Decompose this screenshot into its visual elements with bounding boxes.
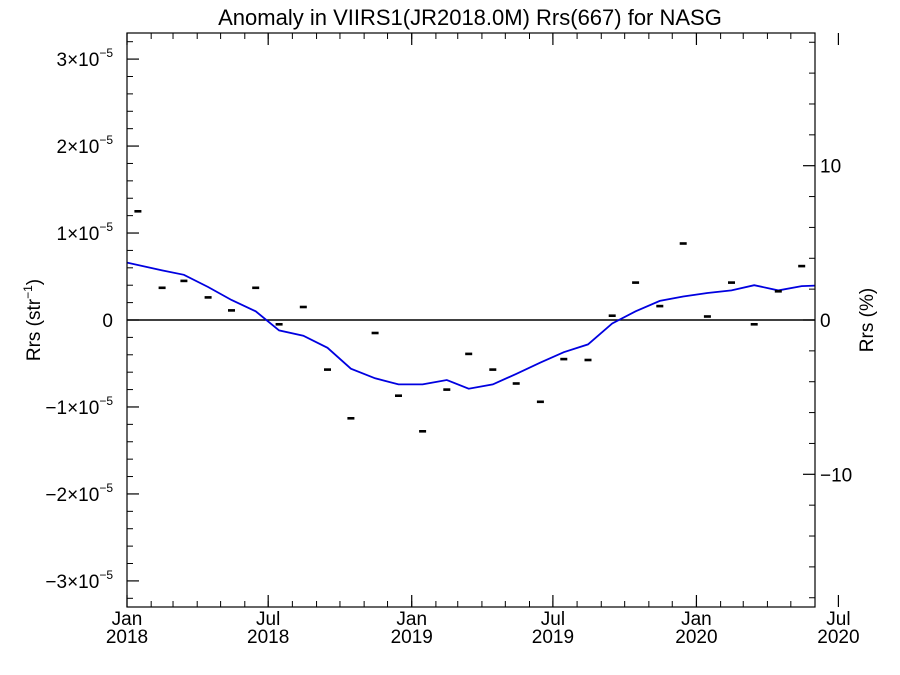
left-tick-mantissa: 1×10	[57, 224, 100, 245]
left-axis-label-sup: −1	[21, 285, 35, 299]
data-point	[703, 315, 711, 318]
left-tick-mantissa: −1×10	[45, 398, 99, 419]
data-point	[347, 417, 355, 420]
left-tick-exponent: −5	[99, 220, 113, 234]
data-point	[560, 357, 568, 361]
data-point	[608, 314, 616, 317]
left-tick-label: 1×10−5	[57, 220, 114, 245]
data-point	[679, 242, 687, 245]
left-tick-exponent: −5	[99, 133, 113, 147]
x-tick-year: 2020	[817, 627, 859, 648]
x-tick-month: Jul	[541, 609, 565, 630]
left-tick-label: 0	[102, 311, 113, 332]
data-point	[465, 352, 473, 356]
left-tick-label: 2×10−5	[57, 133, 114, 158]
data-point	[728, 281, 735, 284]
data-point	[774, 290, 782, 293]
data-point	[584, 358, 592, 362]
plot-content	[127, 210, 900, 433]
data-point	[204, 296, 212, 299]
data-point	[632, 281, 640, 284]
chart-title: Anomaly in VIIRS1(JR2018.0M) Rrs(667) fo…	[218, 5, 722, 30]
left-tick-exponent: −5	[99, 46, 113, 60]
left-axis-label: Rrs (str−1)	[21, 279, 45, 361]
data-point	[180, 279, 188, 283]
data-point	[228, 309, 235, 312]
data-point	[275, 323, 283, 326]
data-point	[489, 368, 497, 371]
left-tick-exponent: −5	[99, 394, 113, 408]
data-point	[894, 274, 900, 277]
x-tick-year: 2020	[675, 627, 717, 648]
x-tick-year: 2019	[391, 627, 433, 648]
plot-area	[127, 210, 900, 433]
data-point	[822, 267, 829, 270]
x-tick-month: Jul	[256, 609, 280, 630]
left-tick-mantissa: −3×10	[45, 572, 99, 593]
data-point	[536, 400, 544, 404]
data-point	[371, 331, 379, 335]
left-axis-label-end: )	[24, 279, 45, 285]
left-tick-label: −2×10−5	[45, 481, 113, 506]
x-tick-month: Jan	[112, 609, 143, 630]
right-axis: 10 0 −10	[803, 41, 852, 599]
data-point	[395, 394, 402, 397]
x-axis: Jan2018Jul2018Jan2019Jul2019Jan2020Jul20…	[106, 33, 860, 648]
x-tick-month: Jul	[826, 609, 850, 630]
x-tick-month: Jan	[396, 609, 427, 630]
left-tick-exponent: −5	[99, 481, 113, 495]
right-tick-label: 10	[820, 157, 841, 178]
data-point	[419, 430, 427, 433]
data-point	[134, 210, 142, 213]
data-point	[299, 305, 307, 309]
data-point	[512, 382, 520, 385]
left-tick-exponent: −5	[99, 568, 113, 582]
left-tick-mantissa: 0	[102, 311, 113, 332]
left-tick-mantissa: 3×10	[57, 50, 100, 71]
data-point	[750, 323, 758, 326]
data-point	[656, 304, 664, 308]
left-axis-label-text: Rrs (str	[24, 298, 45, 361]
data-point	[443, 388, 451, 391]
data-point	[846, 276, 853, 279]
x-tick-year: 2018	[106, 627, 148, 648]
data-point	[158, 286, 166, 290]
data-point	[324, 368, 331, 371]
x-tick-year: 2019	[532, 627, 574, 648]
right-tick-label: −10	[820, 465, 852, 486]
data-point	[798, 264, 806, 268]
right-axis-label: Rrs (%)	[857, 288, 878, 352]
left-tick-mantissa: −2×10	[45, 485, 99, 506]
left-axis: 3×10−52×10−51×10−50−1×10−5−2×10−5−3×10−5	[45, 41, 139, 599]
data-point	[252, 286, 260, 290]
x-tick-year: 2018	[247, 627, 289, 648]
right-tick-label: 0	[820, 311, 831, 332]
left-tick-label: −1×10−5	[45, 394, 113, 419]
x-tick-month: Jan	[681, 609, 712, 630]
left-tick-label: −3×10−5	[45, 568, 113, 593]
left-tick-mantissa: 2×10	[57, 137, 100, 158]
trend-line	[127, 261, 815, 390]
left-tick-label: 3×10−5	[57, 46, 114, 71]
